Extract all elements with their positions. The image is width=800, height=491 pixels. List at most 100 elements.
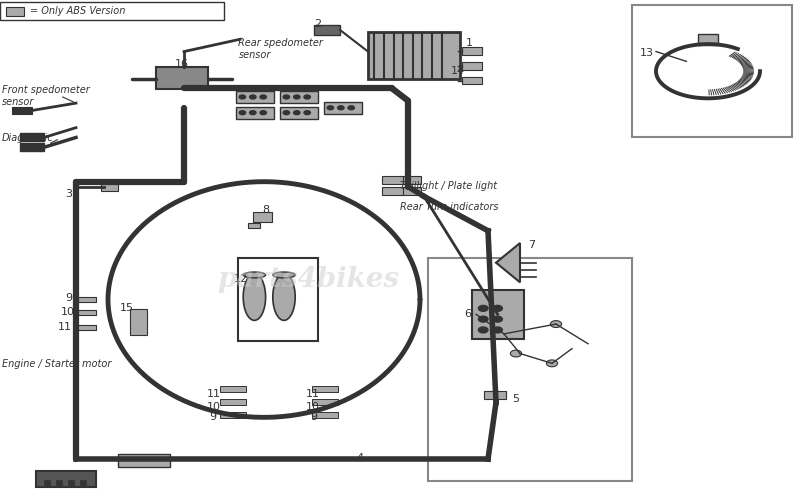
Circle shape [260, 95, 266, 99]
Bar [324, 102, 362, 114]
Text: Diagnostic: Diagnostic [2, 134, 54, 143]
Bar [130, 309, 147, 335]
Bar [6, 7, 24, 16]
Text: 13: 13 [640, 48, 654, 57]
Bar [20, 143, 44, 151]
Text: 4: 4 [356, 453, 363, 463]
Bar [68, 480, 74, 486]
Bar [238, 258, 318, 341]
Text: 2: 2 [314, 19, 322, 28]
Text: = Only ABS Version: = Only ABS Version [30, 6, 126, 16]
Bar [220, 386, 246, 392]
Text: Engine / Starter motor: Engine / Starter motor [2, 359, 111, 369]
Bar [80, 480, 86, 486]
Text: 9: 9 [66, 293, 73, 303]
Circle shape [283, 111, 290, 115]
Bar [400, 176, 421, 184]
Text: 10: 10 [61, 307, 75, 317]
Text: 11: 11 [206, 389, 221, 399]
Text: 10: 10 [306, 402, 320, 411]
Bar [56, 480, 62, 486]
Bar [101, 183, 118, 191]
Ellipse shape [243, 272, 266, 278]
Circle shape [239, 95, 246, 99]
Text: 7: 7 [528, 241, 535, 250]
Text: 16: 16 [174, 59, 189, 69]
Text: 10: 10 [206, 402, 221, 411]
Bar [462, 62, 482, 70]
Text: 9: 9 [310, 412, 318, 422]
Bar [75, 310, 96, 315]
Bar [36, 471, 96, 487]
Circle shape [294, 95, 300, 99]
Circle shape [510, 350, 522, 357]
Bar [248, 223, 260, 228]
Bar [280, 107, 318, 119]
Circle shape [304, 111, 310, 115]
Circle shape [550, 321, 562, 327]
Bar [220, 412, 246, 418]
Circle shape [348, 106, 354, 110]
Bar [75, 325, 96, 330]
Circle shape [546, 360, 558, 367]
Circle shape [250, 111, 256, 115]
Text: Taillight / Plate light: Taillight / Plate light [400, 181, 497, 191]
Bar [368, 32, 460, 79]
Text: 12: 12 [234, 274, 248, 284]
Text: 9: 9 [210, 412, 217, 422]
Bar [484, 391, 506, 399]
Bar [236, 107, 274, 119]
Bar [253, 212, 272, 222]
Bar [382, 187, 403, 195]
Text: Rear spedometer
sensor: Rear spedometer sensor [238, 38, 323, 60]
Ellipse shape [273, 272, 295, 278]
Text: Front spedometer
sensor: Front spedometer sensor [2, 85, 90, 107]
Ellipse shape [273, 273, 295, 320]
Polygon shape [496, 243, 520, 282]
Bar [312, 412, 338, 418]
Bar [44, 480, 50, 486]
Text: Rear Turn indicators: Rear Turn indicators [400, 202, 498, 212]
Bar [236, 91, 274, 103]
Bar [0, 2, 224, 20]
Circle shape [239, 111, 246, 115]
Circle shape [338, 106, 344, 110]
Circle shape [478, 327, 488, 333]
Bar [632, 5, 792, 137]
Text: 14: 14 [451, 66, 466, 76]
Bar [75, 297, 96, 302]
Bar [280, 91, 318, 103]
Bar [156, 67, 208, 89]
Bar [312, 386, 338, 392]
Bar [118, 454, 170, 467]
Text: parts4bikes: parts4bikes [217, 267, 399, 293]
Bar [400, 187, 421, 195]
Circle shape [260, 111, 266, 115]
Circle shape [250, 95, 256, 99]
Bar [462, 77, 482, 84]
Circle shape [478, 316, 488, 322]
Circle shape [478, 305, 488, 311]
Bar [428, 258, 632, 481]
Circle shape [493, 305, 502, 311]
Text: 11: 11 [58, 322, 72, 331]
Text: 6: 6 [464, 309, 471, 319]
Bar [220, 399, 246, 405]
Bar [472, 290, 524, 339]
Text: 11: 11 [306, 389, 320, 399]
Text: 3: 3 [66, 189, 73, 199]
Bar [382, 176, 403, 184]
Text: 15: 15 [120, 303, 134, 313]
Bar [462, 47, 482, 55]
Text: 8: 8 [262, 205, 270, 215]
Bar [314, 25, 340, 35]
Circle shape [283, 95, 290, 99]
Text: 1: 1 [466, 38, 473, 48]
Ellipse shape [243, 273, 266, 320]
Bar [20, 133, 44, 141]
Circle shape [493, 327, 502, 333]
Circle shape [294, 111, 300, 115]
Bar [12, 107, 32, 114]
Bar [312, 399, 338, 405]
Circle shape [493, 316, 502, 322]
